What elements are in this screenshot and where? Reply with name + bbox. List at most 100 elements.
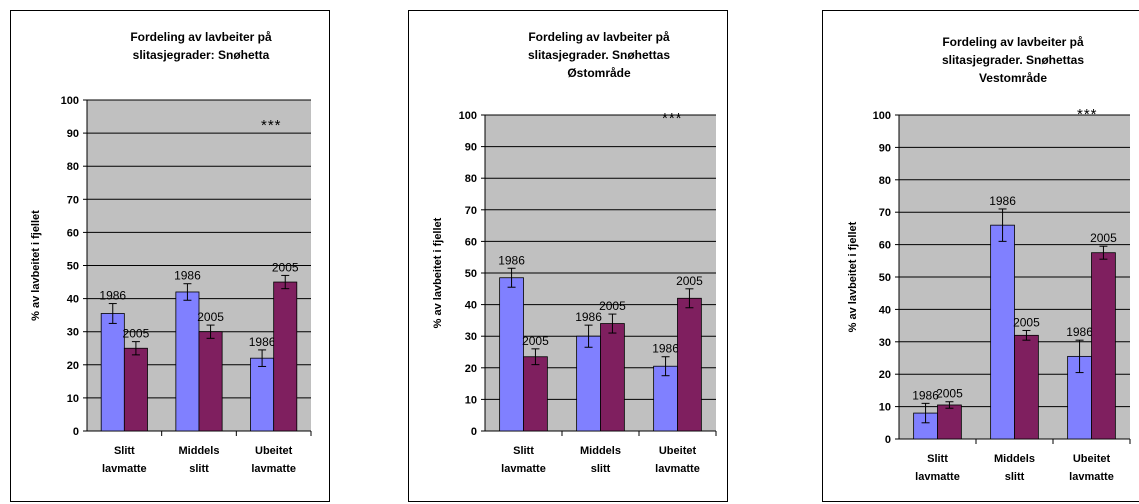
chart-title-line: Østområde xyxy=(567,66,631,80)
chart-title-line: Vestområde xyxy=(979,71,1047,85)
chart-panel-vestomrade: Fordeling av lavbeiter på slitasjegrader.… xyxy=(822,10,1139,502)
y-tick-label: 90 xyxy=(67,128,79,140)
chart-title-line: Fordeling av lavbeiter på xyxy=(942,35,1084,49)
y-tick-label: 80 xyxy=(879,175,891,187)
y-tick-label: 80 xyxy=(67,161,79,173)
data-label: 2005 xyxy=(676,274,703,288)
y-tick-label: 20 xyxy=(879,369,891,381)
bar-2005 xyxy=(273,281,298,432)
chart-ostomrade: Fordeling av lavbeiter på slitasjegrader.… xyxy=(432,30,717,475)
chart-title-line: slitasjegrader: Snøhetta xyxy=(133,48,270,62)
data-label: 1986 xyxy=(99,289,126,303)
category-label: slitt xyxy=(1005,471,1025,483)
data-label: 2005 xyxy=(936,387,963,401)
y-axis-title: % av lavbeitet i fjellet xyxy=(30,210,42,321)
y-tick-label: 60 xyxy=(879,240,891,252)
y-tick-label: 0 xyxy=(73,426,79,438)
category-label: lavmatte xyxy=(1069,471,1114,483)
category-label: Slitt xyxy=(114,445,135,457)
y-tick-label: 90 xyxy=(879,142,891,154)
bar-1986 xyxy=(990,224,1015,440)
chart-panel-ostomrade: Fordeling av lavbeiter på slitasjegrader.… xyxy=(408,10,728,502)
y-axis-title: % av lavbeitet i fjellet xyxy=(847,221,859,332)
y-tick-label: 40 xyxy=(465,300,477,312)
y-tick-label: 70 xyxy=(465,205,477,217)
significance-label: *** xyxy=(261,117,282,134)
bar-2005 xyxy=(1091,252,1116,440)
y-tick-label: 40 xyxy=(67,294,79,306)
significance-label: *** xyxy=(1077,106,1098,123)
y-tick-label: 20 xyxy=(465,363,477,375)
bar-1986 xyxy=(576,335,601,432)
y-tick-label: 20 xyxy=(67,360,79,372)
y-tick-label: 100 xyxy=(873,110,891,122)
data-label: 2005 xyxy=(599,299,626,313)
data-label: 2005 xyxy=(522,334,549,348)
category-label: Slitt xyxy=(513,445,534,457)
y-tick-label: 60 xyxy=(465,236,477,248)
category-label: lavmatte xyxy=(251,463,296,475)
data-label: 2005 xyxy=(1013,315,1040,329)
bar-2005 xyxy=(523,356,548,432)
data-label: 1986 xyxy=(498,253,525,267)
y-tick-label: 50 xyxy=(879,272,891,284)
y-tick-label: 10 xyxy=(879,402,891,414)
data-label: 2005 xyxy=(197,310,224,324)
bar-2005 xyxy=(600,323,625,432)
y-tick-label: 30 xyxy=(67,327,79,339)
category-label: lavmatte xyxy=(501,463,546,475)
chart-panel-snohetta: Fordeling av lavbeiter på slitasjegrader:… xyxy=(10,10,330,502)
y-tick-label: 100 xyxy=(61,95,79,107)
y-tick-label: 40 xyxy=(879,304,891,316)
bar-2005 xyxy=(1014,334,1039,440)
category-label: lavmatte xyxy=(915,471,960,483)
chart-title-line: slitasjegrader. Snøhettas xyxy=(528,48,670,62)
bar-2005 xyxy=(677,297,702,432)
category-label: Slitt xyxy=(927,453,948,465)
bar-1986 xyxy=(100,313,125,432)
y-tick-label: 90 xyxy=(465,142,477,154)
category-label: lavmatte xyxy=(655,463,700,475)
data-label: 1986 xyxy=(249,335,276,349)
y-axis-title: % av lavbeitet i fjellet xyxy=(432,217,444,328)
data-label: 1986 xyxy=(912,388,939,402)
data-label: 1986 xyxy=(652,342,679,356)
y-tick-label: 70 xyxy=(67,194,79,206)
category-label: Middels xyxy=(580,445,621,457)
data-label: 1986 xyxy=(1066,325,1093,339)
y-tick-label: 100 xyxy=(459,110,477,122)
bar-2005 xyxy=(123,347,148,432)
chart-title-line: Fordeling av lavbeiter på xyxy=(130,30,272,44)
chart-title-line: slitasjegrader. Snøhettas xyxy=(942,53,1084,67)
category-label: slitt xyxy=(189,463,209,475)
category-label: Ubeitet xyxy=(1073,453,1111,465)
y-tick-label: 30 xyxy=(465,331,477,343)
y-tick-label: 70 xyxy=(879,207,891,219)
data-label: 2005 xyxy=(1090,231,1117,245)
data-label: 2005 xyxy=(123,327,150,341)
data-label: 2005 xyxy=(272,260,299,274)
category-label: slitt xyxy=(591,463,611,475)
y-tick-label: 80 xyxy=(465,173,477,185)
data-label: 1986 xyxy=(174,269,201,283)
category-label: lavmatte xyxy=(102,463,147,475)
y-tick-label: 10 xyxy=(67,393,79,405)
chart-title-line: Fordeling av lavbeiter på xyxy=(528,30,670,44)
chart-vestomrade: Fordeling av lavbeiter på slitasjegrader.… xyxy=(847,35,1131,483)
category-label: Ubeitet xyxy=(255,445,293,457)
chart-snohetta: Fordeling av lavbeiter på slitasjegrader:… xyxy=(30,30,312,475)
bar-2005 xyxy=(937,404,962,440)
bar-1986 xyxy=(499,277,524,432)
category-label: Middels xyxy=(994,453,1035,465)
y-tick-label: 0 xyxy=(885,434,891,446)
category-label: Middels xyxy=(179,445,220,457)
y-tick-label: 30 xyxy=(879,337,891,349)
bar-1986 xyxy=(175,291,200,432)
y-tick-label: 50 xyxy=(67,261,79,273)
y-tick-label: 60 xyxy=(67,227,79,239)
y-tick-label: 10 xyxy=(465,394,477,406)
data-label: 1986 xyxy=(989,194,1016,208)
significance-label: *** xyxy=(662,110,683,127)
y-tick-label: 50 xyxy=(465,268,477,280)
bar-2005 xyxy=(198,331,223,432)
